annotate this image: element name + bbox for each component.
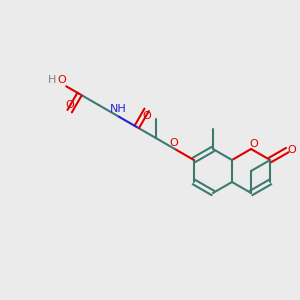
Text: O: O bbox=[58, 75, 67, 85]
Text: O: O bbox=[169, 138, 178, 148]
Text: O: O bbox=[250, 139, 258, 149]
Text: H: H bbox=[48, 75, 56, 85]
Text: O: O bbox=[65, 100, 74, 110]
Text: NH: NH bbox=[110, 104, 127, 114]
Text: O: O bbox=[287, 145, 296, 155]
Text: O: O bbox=[142, 111, 151, 121]
